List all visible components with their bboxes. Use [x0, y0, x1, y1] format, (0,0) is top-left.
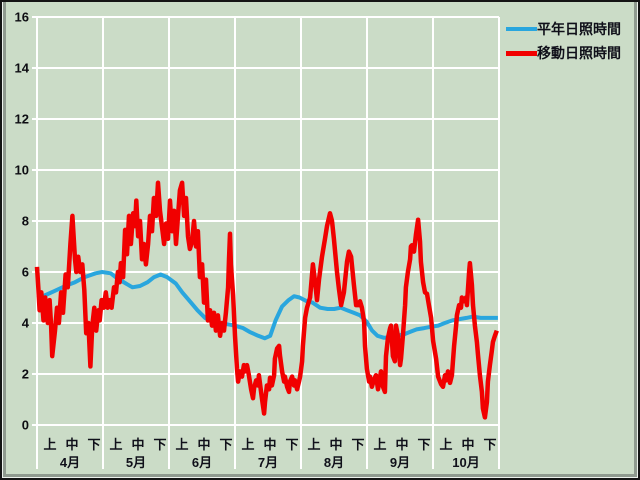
chart-plot-area: 1614121086420上中下4月上中下5月上中下6月上中下7月上中下8月上中… [15, 10, 500, 470]
x-axis-period-label: 下 [351, 437, 364, 452]
x-axis-period-label: 上 [307, 437, 320, 452]
x-axis-month-label: 5月 [126, 455, 146, 470]
legend: 平年日照時間 移動日照時間 [506, 21, 621, 61]
y-axis-tick-label: 4 [22, 316, 30, 331]
x-axis-period-label: 下 [153, 437, 166, 452]
legend-item-normal: 平年日照時間 [506, 21, 621, 37]
x-axis-period-label: 下 [483, 437, 496, 452]
x-axis-month-label: 9月 [390, 455, 410, 470]
chart-canvas: 16 14 12 10 8 6 4 2 0 上中下 4月上中下 5月上中下 6月上中下 7月上中下 8月上中… [6, 2, 634, 474]
x-axis-month-label: 4月 [60, 455, 80, 470]
x-axis-month-label: 10月 [452, 455, 479, 470]
x-axis-period-label: 中 [395, 437, 408, 452]
x-axis-period-label: 上 [109, 437, 122, 452]
normal-sunshine-line [36, 270, 498, 341]
legend-label-moving: 移動日照時間 [537, 45, 621, 61]
x-axis-month-label: 6月 [192, 455, 212, 470]
x-axis-period-label: 中 [329, 437, 342, 452]
y-axis-tick-label: 8 [22, 214, 29, 229]
y-axis-tick-label: 12 [15, 112, 29, 127]
y-axis-tick-label: 0 [22, 418, 29, 433]
y-axis-tick-label: 2 [22, 367, 29, 382]
x-axis-period-label: 上 [175, 437, 188, 452]
x-axis-period-label: 下 [417, 437, 430, 452]
x-axis-period-label: 中 [197, 437, 210, 452]
x-axis-period-label: 上 [373, 437, 386, 452]
x-axis-period-label: 下 [285, 437, 298, 452]
y-axis-tick-label: 14 [15, 61, 30, 76]
legend-swatch-moving-line [506, 50, 537, 56]
x-axis-period-label: 上 [241, 437, 254, 452]
x-axis-period-label: 下 [87, 437, 100, 452]
x-axis-period-label: 中 [461, 437, 474, 452]
x-axis-period-label: 下 [219, 437, 232, 452]
x-axis-period-label: 中 [131, 437, 144, 452]
x-axis-period-label: 中 [263, 437, 276, 452]
x-axis-period-label: 上 [43, 437, 56, 452]
x-axis-month-label: 7月 [258, 455, 278, 470]
window-trim: 16 14 12 10 8 6 4 2 0 上中下 4月上中下 5月上中下 6月上中下 7月上中下 8月上中… [3, 2, 637, 477]
legend-swatch-normal-line [506, 27, 537, 31]
x-axis-period-label: 上 [439, 437, 452, 452]
legend-label-normal: 平年日照時間 [537, 21, 621, 37]
y-axis-tick-label: 6 [22, 265, 29, 280]
moving-sunshine-line [34, 180, 499, 420]
x-axis-period-label: 中 [65, 437, 78, 452]
legend-item-moving: 移動日照時間 [506, 45, 621, 61]
y-axis-tick-label: 10 [15, 163, 29, 178]
x-axis-month-label: 8月 [324, 455, 344, 470]
y-axis-tick-label: 16 [15, 10, 29, 25]
